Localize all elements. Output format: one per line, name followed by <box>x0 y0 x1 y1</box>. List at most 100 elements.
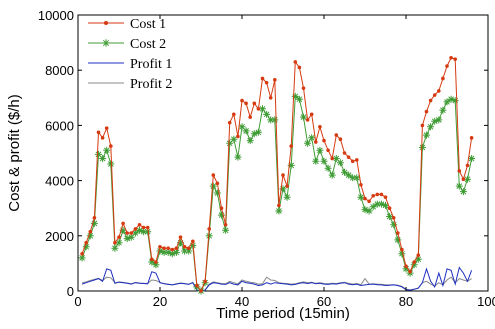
data-point <box>469 136 474 140</box>
data-point <box>416 253 421 257</box>
data-point <box>279 185 287 193</box>
data-point <box>244 101 248 106</box>
data-point <box>121 221 125 226</box>
legend-item: Cost 1 <box>88 17 166 32</box>
data-point <box>289 144 294 148</box>
x-tick-label: 0 <box>74 294 81 309</box>
data-point <box>148 258 156 266</box>
data-point <box>127 233 135 241</box>
data-point <box>369 203 377 211</box>
legend-label: Cost 2 <box>130 37 166 52</box>
data-point <box>285 184 289 188</box>
data-point <box>349 174 357 182</box>
data-point <box>308 134 316 142</box>
data-point <box>341 168 348 176</box>
y-tick-label: 10000 <box>38 8 74 23</box>
series-line <box>81 266 473 292</box>
data-point <box>394 236 402 244</box>
data-point <box>174 246 179 251</box>
data-point <box>154 260 158 264</box>
data-point <box>117 235 121 239</box>
data-point <box>326 148 330 153</box>
data-point <box>468 155 476 162</box>
data-point <box>386 213 394 220</box>
data-point <box>345 171 353 179</box>
data-point <box>437 89 441 93</box>
data-point <box>441 76 445 81</box>
data-point <box>211 173 216 177</box>
data-point <box>400 247 404 252</box>
data-point <box>136 226 143 234</box>
data-point <box>281 173 285 177</box>
legend-label: Profit 2 <box>130 77 172 92</box>
axis-layer: 0 20 40 60 80 100 0 2000 4000 6000 8000 10000 <box>38 8 495 309</box>
legend-item: Profit 2 <box>88 77 172 92</box>
data-point <box>465 163 470 168</box>
data-point <box>104 126 109 130</box>
data-point <box>271 116 279 124</box>
data-point <box>178 235 183 239</box>
data-point <box>158 245 162 249</box>
data-point <box>414 255 422 263</box>
data-point <box>449 55 453 60</box>
data-point <box>391 216 396 220</box>
data-point <box>203 279 207 284</box>
data-point <box>443 98 451 106</box>
data-point <box>88 229 93 234</box>
data-point <box>301 86 306 90</box>
data-point <box>162 246 166 251</box>
data-point <box>125 231 129 235</box>
data-point <box>144 228 152 236</box>
data-point <box>447 95 455 103</box>
data-point <box>377 200 385 208</box>
data-point <box>259 105 266 113</box>
x-tick-label: 80 <box>399 294 413 309</box>
data-point <box>230 135 238 143</box>
y-tick-label: 6000 <box>45 118 74 133</box>
data-point <box>156 247 164 255</box>
data-point <box>382 201 389 209</box>
data-point <box>119 226 127 234</box>
data-point <box>293 60 298 64</box>
data-point <box>324 164 332 172</box>
data-point <box>113 240 117 245</box>
data-point <box>238 123 246 131</box>
data-point <box>103 146 111 154</box>
data-point <box>367 199 371 204</box>
data-point <box>80 251 84 256</box>
data-point <box>268 96 273 100</box>
data-point <box>314 140 318 144</box>
data-point <box>275 207 283 215</box>
data-point <box>353 174 361 182</box>
data-point <box>137 222 142 227</box>
data-point <box>164 248 172 256</box>
data-point <box>328 171 336 179</box>
data-point <box>209 182 217 190</box>
data-point <box>291 92 299 100</box>
data-point <box>305 118 310 122</box>
data-point <box>215 181 220 186</box>
data-point <box>431 117 439 125</box>
data-point <box>182 245 187 249</box>
data-point <box>129 231 134 235</box>
data-point <box>459 188 467 196</box>
data-point <box>464 175 471 183</box>
legend-label: Profit 1 <box>130 57 172 72</box>
data-point <box>330 156 335 161</box>
data-point <box>427 123 435 131</box>
data-point <box>412 260 417 264</box>
data-point <box>383 195 388 199</box>
series-profit-1 <box>81 266 473 292</box>
data-point <box>387 206 392 210</box>
y-tick-label: 4000 <box>45 174 74 189</box>
data-point <box>260 76 265 81</box>
data-point <box>439 106 447 114</box>
data-point <box>145 225 150 230</box>
data-point <box>133 227 138 231</box>
data-point <box>82 243 90 251</box>
data-point <box>432 93 437 97</box>
data-point <box>338 137 343 141</box>
data-point <box>300 113 307 121</box>
y-tick-label: 0 <box>67 284 74 299</box>
